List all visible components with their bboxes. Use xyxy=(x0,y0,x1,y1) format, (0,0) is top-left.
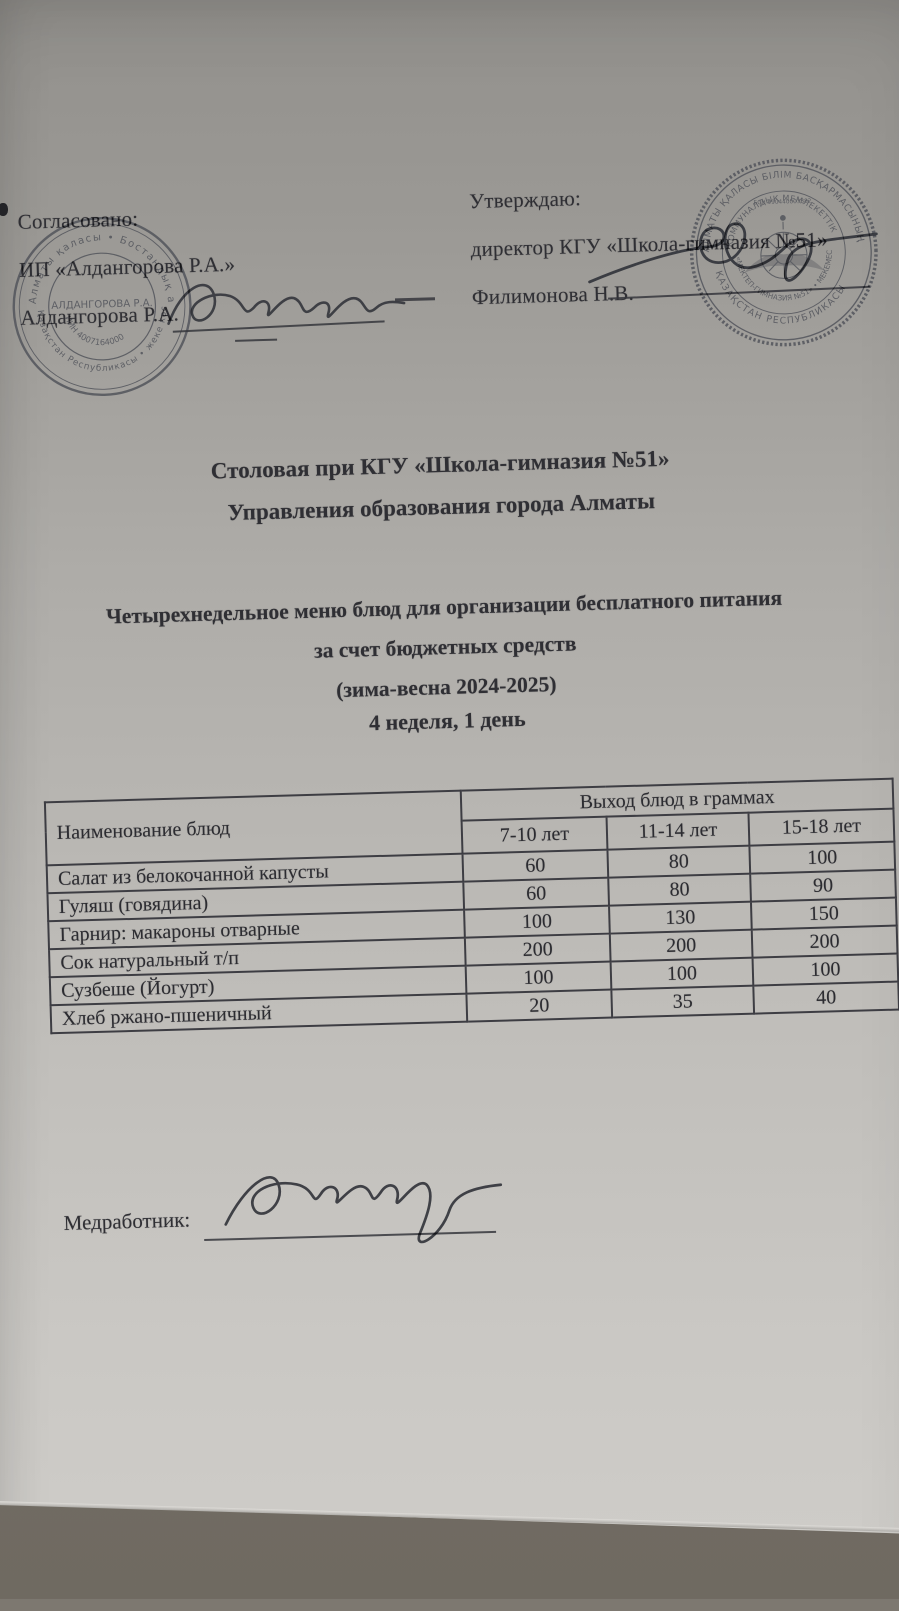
agreed-signature-dash xyxy=(394,297,436,301)
dish-weight: 20 xyxy=(466,989,613,1022)
document-title: Столовая при КГУ «Школа-гимназия №51» Уп… xyxy=(0,432,891,541)
dish-weight: 35 xyxy=(611,985,755,1018)
dish-weight: 200 xyxy=(751,925,898,958)
column-header-dish-name: Наименование блюд xyxy=(44,790,463,866)
dish-weight: 100 xyxy=(749,841,896,874)
dish-weight: 100 xyxy=(752,953,899,986)
dish-weight: 200 xyxy=(464,933,611,966)
dish-weight: 60 xyxy=(463,877,610,910)
coat-of-arms-emblem xyxy=(744,215,825,279)
entrepreneur-stamp: Алматы қаласы • Бостандық ауданы Қазақст… xyxy=(8,212,192,397)
column-header-age-11-14: 11-14 лет xyxy=(606,812,750,850)
column-header-age-15-18: 15-18 лет xyxy=(748,808,895,846)
menu-table: Наименование блюд Выход блюд в граммах 7… xyxy=(44,778,899,1035)
medworker-signature xyxy=(224,1176,503,1244)
dish-weight: 90 xyxy=(750,869,896,902)
paper-edge-mark xyxy=(0,203,8,216)
dish-weight: 60 xyxy=(462,849,609,882)
director-signature xyxy=(588,222,878,284)
dish-weight: 100 xyxy=(464,905,610,938)
column-header-age-7-10: 7-10 лет xyxy=(461,816,608,854)
agreed-signature xyxy=(167,283,406,325)
stamp-center-name: АЛДАНГОРОВА Р.А. xyxy=(51,298,153,312)
dish-weight: 200 xyxy=(609,929,753,962)
svg-text:ИИН 4007164000: ИИН 4007164000 xyxy=(63,313,126,348)
dish-weight: 80 xyxy=(607,845,751,878)
medworker-label: Медработник: xyxy=(63,1207,191,1235)
dish-weight: 150 xyxy=(750,897,897,930)
dish-weight: 40 xyxy=(753,981,899,1014)
document-subtitle: Четырехнедельное меню блюд для организац… xyxy=(0,575,896,720)
stamp-center-iin: ИИН 4007164000 xyxy=(63,313,126,348)
dish-weight: 130 xyxy=(609,901,752,934)
dish-weight: 80 xyxy=(608,873,751,906)
school-stamp-bsn: БСН 990440003382 xyxy=(753,199,811,207)
dish-weight: 100 xyxy=(610,957,754,990)
dish-weight: 100 xyxy=(465,961,612,994)
